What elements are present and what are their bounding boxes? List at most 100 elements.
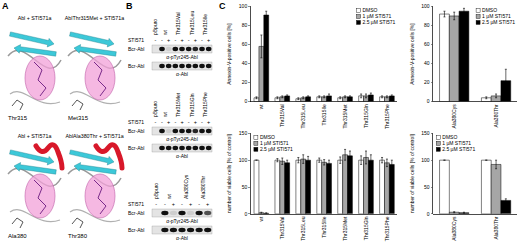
svg-text:Ala380Cys: Ala380Cys (183, 174, 189, 199)
svg-text:1 µM STI571: 1 µM STI571 (260, 140, 289, 146)
svg-text:+: + (180, 37, 183, 43)
svg-text:AblAla380Thr + STI571a: AblAla380Thr + STI571a (65, 133, 123, 139)
svg-text:Thr315Leu: Thr315Leu (300, 104, 306, 128)
svg-text:Ala380Thr: Ala380Thr (493, 216, 499, 239)
svg-text:-: - (174, 37, 176, 43)
svg-text:Ala380Cys: Ala380Cys (451, 216, 457, 241)
svg-text:80: 80 (424, 22, 430, 28)
svg-text:-: - (201, 37, 203, 43)
svg-text:40: 40 (242, 60, 248, 66)
svg-text:100: 100 (421, 3, 430, 9)
svg-text:0: 0 (244, 211, 247, 217)
svg-text:Ala380: Ala380 (8, 233, 27, 239)
svg-text:80: 80 (242, 22, 248, 28)
svg-text:-: - (198, 201, 200, 207)
svg-text:Bcr-Abl: Bcr-Abl (128, 145, 144, 151)
svg-text:-: - (181, 201, 183, 207)
svg-text:+: + (180, 119, 183, 125)
svg-text:-: - (154, 119, 156, 125)
svg-text:pBpuro: pBpuro (152, 19, 158, 35)
svg-text:2.5 µM STI571: 2.5 µM STI571 (260, 146, 293, 152)
svg-text:-: - (174, 119, 176, 125)
svg-text:α-pTyr245-Abl: α-pTyr245-Abl (166, 54, 198, 60)
svg-text:pBpuro: pBpuro (152, 101, 158, 117)
svg-text:Thr315Gln: Thr315Gln (363, 104, 369, 128)
svg-text:Abl + STI571a: Abl + STI571a (18, 15, 52, 21)
svg-text:100: 100 (239, 157, 248, 163)
svg-text:150: 150 (421, 130, 430, 136)
svg-text:DMSO: DMSO (260, 134, 275, 140)
svg-text:2.5 µM STI571: 2.5 µM STI571 (442, 146, 475, 152)
svg-text:20: 20 (242, 79, 248, 85)
svg-text:2.5 µM STI571: 2.5 µM STI571 (482, 19, 515, 25)
svg-text:+: + (189, 201, 192, 207)
svg-text:Thr315Met: Thr315Met (175, 92, 181, 117)
svg-text:-: - (161, 119, 163, 125)
svg-text:-: - (201, 119, 203, 125)
svg-text:number of viable cells [% of c: number of viable cells [% of control] (226, 134, 232, 214)
svg-text:α-Abl: α-Abl (176, 235, 188, 241)
svg-text:0: 0 (427, 98, 430, 104)
svg-text:-: - (154, 37, 156, 43)
svg-text:Bcr-Abl: Bcr-Abl (128, 210, 144, 216)
svg-text:50: 50 (424, 184, 430, 190)
svg-text:STI571: STI571 (128, 201, 144, 207)
svg-text:DMSO: DMSO (482, 7, 497, 13)
svg-text:DMSO: DMSO (362, 7, 377, 13)
svg-text:20: 20 (424, 79, 430, 85)
svg-text:A: A (2, 1, 9, 11)
svg-text:Ala380Cys: Ala380Cys (451, 104, 457, 129)
svg-text:60: 60 (242, 41, 248, 47)
svg-text:2.5 µM STI571: 2.5 µM STI571 (362, 19, 395, 25)
svg-text:Thr315: Thr315 (8, 115, 28, 121)
svg-text:Thr315Ile: Thr315Ile (202, 14, 208, 35)
svg-text:1 µM STI571: 1 µM STI571 (362, 13, 391, 19)
svg-text:wt: wt (258, 216, 264, 222)
svg-text:Annexin-V-positive cells [%]: Annexin-V-positive cells [%] (226, 23, 232, 85)
svg-text:Thr315Val: Thr315Val (279, 104, 285, 127)
svg-text:Annexin-V-positive cells [%]: Annexin-V-positive cells [%] (409, 23, 415, 85)
svg-text:Thr315Gln: Thr315Gln (189, 93, 195, 117)
svg-text:Thr315Ile: Thr315Ile (321, 216, 327, 237)
svg-text:100: 100 (239, 3, 248, 9)
svg-text:-: - (161, 37, 163, 43)
svg-text:1 µM STI571: 1 µM STI571 (442, 140, 471, 146)
svg-text:Ala380Thr: Ala380Thr (200, 176, 206, 199)
svg-text:Met315: Met315 (68, 115, 89, 121)
svg-text:100: 100 (421, 157, 430, 163)
svg-text:Thr315Val: Thr315Val (279, 217, 285, 240)
svg-text:α-Abl: α-Abl (176, 153, 188, 159)
svg-text:+: + (172, 201, 175, 207)
svg-text:-: - (164, 201, 166, 207)
svg-text:0: 0 (244, 98, 247, 104)
svg-text:Bcr-Abl: Bcr-Abl (128, 227, 144, 233)
svg-text:Thr315Gln: Thr315Gln (363, 216, 369, 240)
svg-text:STI571: STI571 (128, 37, 144, 43)
svg-text:pBpuro: pBpuro (153, 183, 159, 199)
svg-text:wt: wt (258, 104, 264, 110)
svg-text:Thr315Phe: Thr315Phe (384, 216, 390, 241)
svg-text:Thr315Met: Thr315Met (342, 216, 348, 241)
svg-text:wt: wt (166, 193, 172, 199)
svg-text:α-pTyr245-Abl: α-pTyr245-Abl (166, 136, 198, 142)
svg-text:Thr380: Thr380 (68, 233, 88, 239)
svg-text:+: + (207, 37, 210, 43)
svg-text:C: C (219, 1, 226, 11)
svg-text:Thr315Met: Thr315Met (342, 104, 348, 129)
svg-text:+: + (206, 201, 209, 207)
svg-text:+: + (167, 37, 170, 43)
svg-text:Thr315Phe: Thr315Phe (202, 92, 208, 117)
svg-text:Bcr-Abl: Bcr-Abl (128, 128, 144, 134)
svg-text:α-pTyr245-Abl: α-pTyr245-Abl (166, 218, 198, 224)
svg-text:+: + (194, 119, 197, 125)
svg-text:-: - (188, 119, 190, 125)
svg-text:DMSO: DMSO (442, 134, 457, 140)
svg-text:Thr315Leu: Thr315Leu (300, 216, 306, 240)
svg-text:50: 50 (242, 184, 248, 190)
svg-text:Thr315Leu: Thr315Leu (189, 11, 195, 35)
svg-text:+: + (207, 119, 210, 125)
svg-text:Thr315Ile: Thr315Ile (321, 104, 327, 125)
svg-text:Thr315Phe: Thr315Phe (384, 104, 390, 129)
svg-text:B: B (126, 1, 133, 11)
svg-text:Abl + STI571a: Abl + STI571a (18, 133, 52, 139)
